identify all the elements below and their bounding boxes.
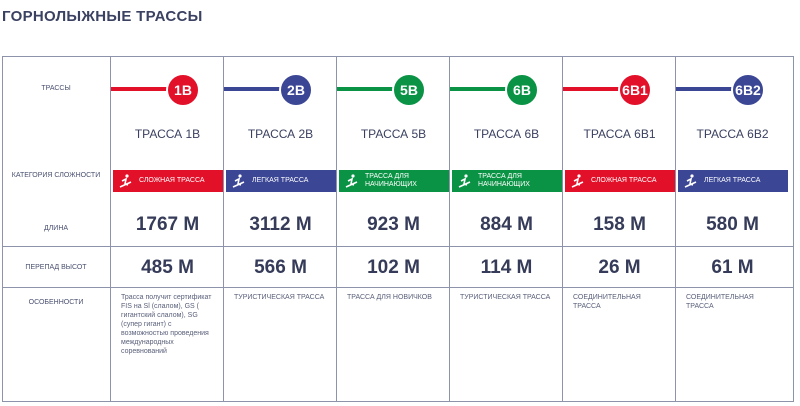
route-drop: 61 М [711, 257, 754, 278]
route-name: ТРАССА 6В2 [696, 127, 769, 141]
route-features: ТРАССА ДЛЯ НОВИЧКОВ [347, 294, 432, 301]
route-code-badge: 6В2 [731, 73, 765, 107]
route-drop: 114 М [480, 257, 533, 278]
routes-table [2, 56, 794, 402]
skier-icon [343, 173, 359, 189]
grid-divider [223, 56, 224, 402]
grid-divider [2, 246, 794, 247]
route-drop: 485 М [141, 257, 194, 278]
row-label-routes: ТРАССЫ [41, 85, 71, 92]
route-features: СОЕДИНИТЕЛЬНАЯ ТРАССА [573, 294, 641, 310]
difficulty-badge: СЛОЖНАЯ ТРАССА [565, 170, 675, 192]
difficulty-badge: ТРАССА ДЛЯ НАЧИНАЮЩИХ [339, 170, 449, 192]
route-line [450, 87, 532, 91]
row-label-category: КАТЕГОРИЯ СЛОЖНОСТИ [11, 172, 101, 179]
grid-divider [562, 56, 563, 402]
skier-icon [569, 173, 585, 189]
route-name: ТРАССА 2В [247, 127, 314, 141]
difficulty-badge: ТРАССА ДЛЯ НАЧИНАЮЩИХ [452, 170, 562, 192]
route-drop: 26 М [598, 257, 641, 278]
route-column-6v1: 6В1 ТРАССА 6В1 СЛОЖНАЯ ТРАССА 158 М 26 М… [563, 56, 676, 402]
skier-icon [117, 173, 133, 189]
route-column-6v2: 6В2 ТРАССА 6В2 ЛЕГКАЯ ТРАССА 580 М 61 М … [676, 56, 789, 402]
difficulty-badge: СЛОЖНАЯ ТРАССА [113, 170, 223, 192]
route-features: ТУРИСТИЧЕСКАЯ ТРАССА [460, 294, 551, 301]
route-name: ТРАССА 1В [134, 127, 201, 141]
route-length: 1767 М [135, 214, 200, 235]
route-column-5v: 5В ТРАССА 5В ТРАССА ДЛЯ НАЧИНАЮЩИХ 923 М… [337, 56, 450, 402]
route-name: ТРАССА 5В [360, 127, 427, 141]
difficulty-badge: ЛЕГКАЯ ТРАССА [226, 170, 336, 192]
route-line [563, 87, 645, 91]
route-code-badge: 5В [392, 73, 426, 107]
route-length: 580 М [706, 214, 759, 235]
row-label-length: ДЛИНА [43, 225, 69, 232]
route-line [111, 87, 193, 91]
row-label-features: ОСОБЕННОСТИ [28, 299, 84, 306]
skier-icon [682, 173, 698, 189]
route-code-badge: 2В [279, 73, 313, 107]
difficulty-label: ТРАССА ДЛЯ НАЧИНАЮЩИХ [478, 173, 530, 188]
grid-divider [2, 287, 794, 288]
route-length: 3112 М [249, 214, 312, 235]
route-features: СОЕДИНИТЕЛЬНАЯ ТРАССА [686, 294, 754, 310]
route-length: 884 М [480, 214, 533, 235]
route-code-badge: 6В [505, 73, 539, 107]
grid-divider [336, 56, 337, 402]
difficulty-label: СЛОЖНАЯ ТРАССА [139, 177, 205, 184]
skier-icon [456, 173, 472, 189]
route-length: 923 М [367, 214, 420, 235]
route-drop: 566 М [254, 257, 307, 278]
route-name: ТРАССА 6В [473, 127, 540, 141]
difficulty-label: ТРАССА ДЛЯ НАЧИНАЮЩИХ [365, 173, 417, 188]
difficulty-badge: ЛЕГКАЯ ТРАССА [678, 170, 788, 192]
route-column-6v: 6В ТРАССА 6В ТРАССА ДЛЯ НАЧИНАЮЩИХ 884 М… [450, 56, 563, 402]
skier-icon [230, 173, 246, 189]
route-length: 158 М [593, 214, 646, 235]
route-features: Трасса получит сертификат FIS на Sl (сла… [121, 294, 212, 355]
route-line [337, 87, 419, 91]
difficulty-label: ЛЕГКАЯ ТРАССА [252, 177, 309, 184]
route-features: ТУРИСТИЧЕСКАЯ ТРАССА [234, 294, 325, 301]
route-line [676, 87, 758, 91]
route-column-1v: 1В ТРАССА 1В СЛОЖНАЯ ТРАССА 1767 М 485 М… [111, 56, 224, 402]
route-line [224, 87, 306, 91]
difficulty-label: СЛОЖНАЯ ТРАССА [591, 177, 657, 184]
difficulty-label: ЛЕГКАЯ ТРАССА [704, 177, 761, 184]
route-drop: 102 М [367, 257, 420, 278]
row-label-drop: ПЕРЕПАД ВЫСОТ [25, 264, 87, 271]
grid-divider [675, 56, 676, 402]
route-column-2v: 2В ТРАССА 2В ЛЕГКАЯ ТРАССА 3112 М 566 М … [224, 56, 337, 402]
route-code-badge: 6В1 [618, 73, 652, 107]
grid-divider [110, 56, 111, 402]
page-title: ГОРНОЛЫЖНЫЕ ТРАССЫ [2, 8, 203, 25]
route-name: ТРАССА 6В1 [583, 127, 656, 141]
grid-divider [449, 56, 450, 402]
route-code-badge: 1В [166, 73, 200, 107]
